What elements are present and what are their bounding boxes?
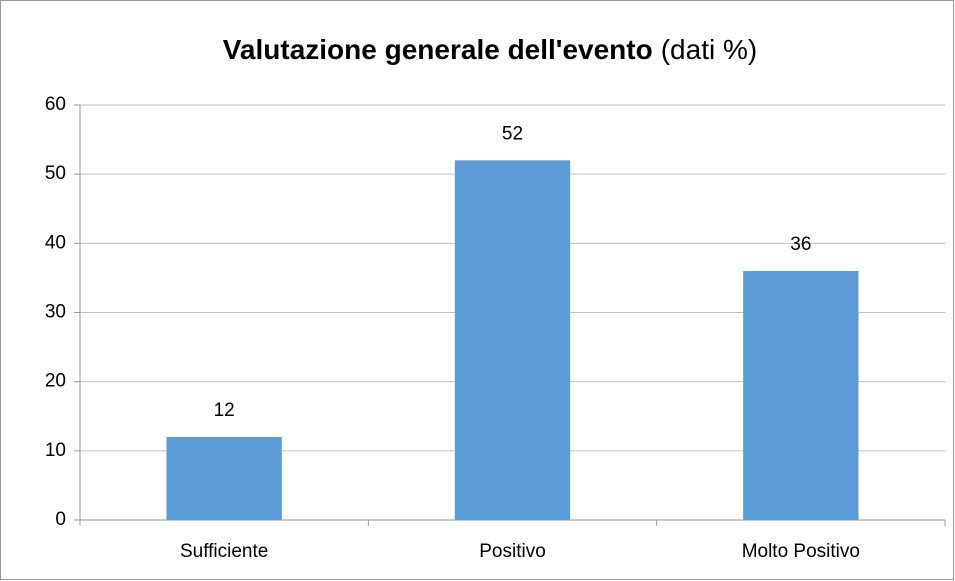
y-tick-label: 50: [45, 163, 66, 184]
x-tick-label: Molto Positivo: [742, 541, 860, 562]
bar: [743, 271, 859, 520]
chart-title: Valutazione generale dell'evento (dati %): [223, 34, 757, 65]
y-tick-label: 60: [45, 94, 66, 115]
x-tick-label: Sufficiente: [180, 541, 268, 562]
data-label: 52: [502, 123, 523, 144]
x-tick-label: Positivo: [479, 541, 546, 562]
y-tick-label: 10: [45, 440, 66, 461]
bar: [166, 437, 282, 520]
y-tick-label: 0: [55, 509, 66, 530]
data-label: 12: [214, 400, 235, 421]
title-main: Valutazione generale dell'evento: [223, 34, 653, 65]
y-tick-label: 30: [45, 302, 66, 323]
y-tick-label: 20: [45, 371, 66, 392]
bar: [454, 160, 571, 521]
title-note: (dati %): [661, 34, 757, 65]
data-label: 36: [790, 234, 811, 255]
y-tick-label: 40: [45, 232, 66, 253]
